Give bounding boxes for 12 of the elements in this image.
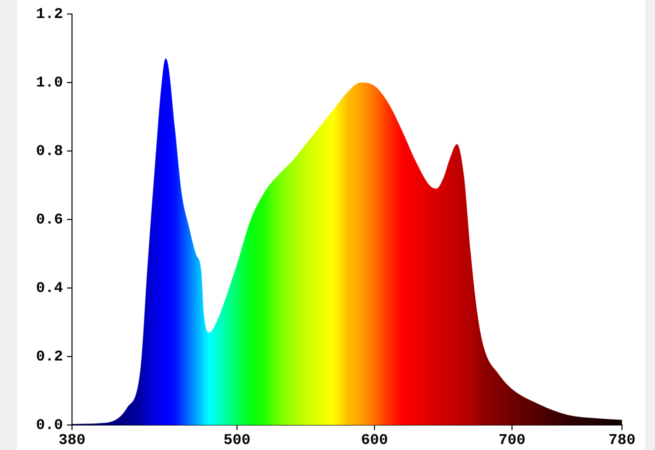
x-tick-label: 380	[58, 432, 86, 449]
y-tick-label: 1.2	[36, 6, 63, 23]
x-tick-label: 780	[608, 432, 636, 449]
y-tick-label: 0.4	[36, 280, 63, 297]
x-tick-label: 700	[498, 432, 526, 449]
y-tick-label: 0.6	[36, 211, 63, 228]
y-tick-label: 0.2	[36, 348, 63, 366]
y-tick-label: 0.8	[36, 142, 63, 160]
y-tick-label: 1.0	[36, 74, 63, 92]
y-tick-label: 0.0	[36, 416, 63, 434]
x-tick-label: 500	[223, 432, 251, 449]
x-tick-label: 600	[360, 432, 388, 449]
